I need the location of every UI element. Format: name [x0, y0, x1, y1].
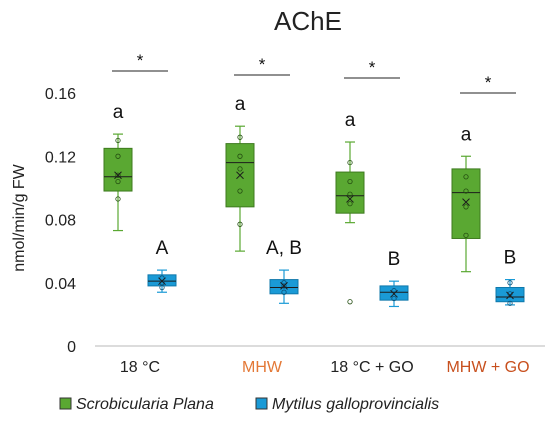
data-point — [347, 159, 353, 166]
legend-label-mytilus: Mytilus galloprovincialis — [272, 396, 439, 413]
data-point — [463, 188, 469, 194]
x-tick-label: MHW + GO — [446, 359, 529, 376]
data-point — [463, 174, 469, 180]
legend-swatch-mytilus — [255, 397, 268, 410]
data-point — [507, 280, 513, 286]
data-point — [347, 178, 353, 185]
data-point — [281, 283, 287, 289]
box-mytilus — [269, 269, 299, 304]
y-axis-label: nmol/min/g FW — [11, 163, 28, 271]
significance-letter: a — [461, 124, 472, 145]
mean-marker — [114, 171, 122, 180]
significance-star: * — [137, 51, 144, 70]
significance-letter: A, B — [266, 238, 302, 259]
x-tick-label: MHW — [242, 359, 283, 376]
box-scrobicularia — [451, 155, 481, 273]
data-point — [391, 288, 397, 294]
x-tick-label: 18 °C — [120, 359, 160, 376]
data-point — [115, 172, 121, 178]
y-tick-label: 0.16 — [45, 86, 76, 103]
data-point — [347, 299, 353, 305]
significance-letter: a — [345, 110, 356, 131]
box-body — [335, 171, 365, 214]
box-scrobicularia — [103, 133, 133, 232]
data-point — [237, 153, 243, 159]
data-point — [463, 204, 469, 210]
data-point — [115, 153, 121, 159]
boxes-layer — [103, 125, 525, 308]
data-point — [115, 178, 121, 185]
legend-label-scrobicularia: Scrobicularia Plana — [76, 396, 214, 413]
box-mytilus — [379, 280, 409, 308]
data-point — [115, 137, 121, 144]
mean-marker — [462, 198, 470, 206]
significance-letter: B — [504, 248, 517, 269]
box-body — [269, 279, 299, 295]
data-point — [159, 275, 165, 281]
box-body — [103, 147, 133, 192]
mean-marker — [158, 277, 166, 286]
mean-marker — [280, 282, 288, 290]
significance-letter: a — [235, 94, 246, 115]
box-scrobicularia — [225, 125, 255, 252]
y-tick-label: 0.08 — [45, 213, 76, 230]
legend: Scrobicularia Plana Mytilus galloprovinc… — [59, 396, 439, 413]
significance-star: * — [259, 55, 266, 74]
y-tick-label: 0.04 — [45, 276, 76, 293]
data-point — [237, 166, 243, 172]
data-point — [391, 295, 397, 302]
data-point — [281, 289, 287, 295]
significance-letter: A — [156, 238, 169, 259]
data-point — [281, 280, 287, 286]
data-point — [463, 232, 469, 238]
y-tick-label: 0 — [67, 339, 76, 356]
significance-star: * — [369, 58, 376, 77]
data-point — [237, 221, 243, 227]
significance-letter: a — [113, 102, 124, 123]
mean-marker — [390, 289, 398, 298]
mean-marker — [236, 171, 244, 180]
mean-marker — [506, 291, 514, 300]
significance-letter: B — [388, 249, 401, 270]
box-mytilus — [495, 278, 525, 306]
box-body — [451, 168, 481, 239]
box-body — [495, 286, 525, 303]
data-point — [347, 201, 353, 207]
significance-star: * — [485, 73, 492, 92]
mean-marker — [346, 195, 354, 203]
box-scrobicularia — [335, 141, 365, 305]
axes: 0 0.04 0.08 0.12 0.16 18 °C MHW 18 °C + GO MHW +… — [45, 86, 545, 376]
data-point — [115, 196, 121, 202]
data-point — [237, 188, 243, 194]
chart-title: AChE — [274, 6, 342, 36]
significance-letters: a a a a A A, B B B — [113, 94, 517, 270]
legend-swatch-scrobicularia — [59, 397, 72, 410]
significance-stars: * * * * — [112, 51, 516, 94]
data-point — [347, 191, 353, 197]
x-tick-label: 18 °C + GO — [330, 359, 413, 376]
data-point — [237, 134, 243, 140]
data-point — [507, 300, 513, 306]
y-tick-label: 0.12 — [45, 149, 76, 166]
box-mytilus — [147, 269, 177, 293]
